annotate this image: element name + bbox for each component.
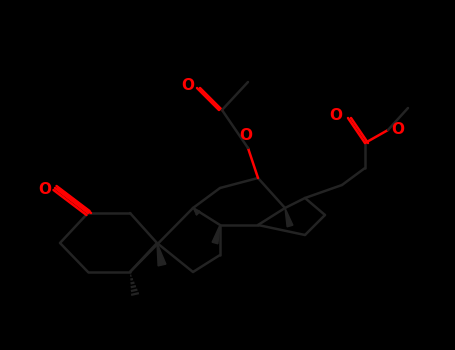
Polygon shape [157,243,166,266]
Text: O: O [39,182,51,197]
Text: O: O [329,108,343,124]
Polygon shape [212,225,220,244]
Text: O: O [239,128,253,143]
Text: O: O [182,78,194,93]
Polygon shape [285,208,293,227]
Text: O: O [391,122,404,138]
